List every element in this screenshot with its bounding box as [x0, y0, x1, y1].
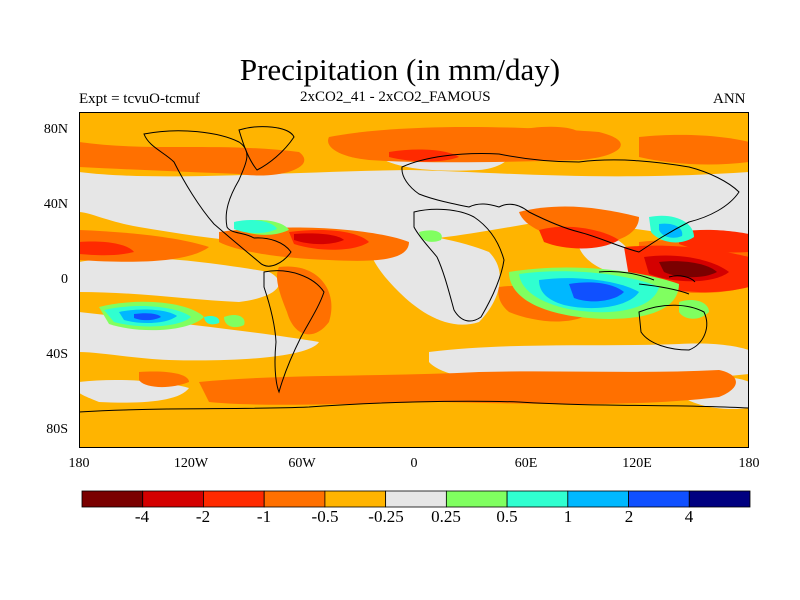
lat-tick-label: 40S	[46, 347, 68, 362]
colorbar-swatch	[81, 490, 144, 508]
colorbar-label: -2	[195, 507, 211, 526]
australia-coastline	[638, 304, 708, 351]
antarctica-coastline	[79, 400, 749, 413]
colorbar-label: 2	[624, 507, 634, 526]
colorbar-swatch	[203, 490, 265, 508]
lon-tick-label: 180	[738, 456, 760, 471]
colorbar-swatch	[688, 490, 751, 508]
experiment-label: Expt = tcvuO-tcmuf	[79, 91, 200, 107]
colorbar-label: 4	[684, 507, 694, 526]
map-border	[79, 112, 749, 448]
colorbar-label: 0.5	[496, 507, 518, 526]
eurasia-coastline	[401, 153, 740, 253]
coastlines	[79, 126, 749, 413]
colorbar-label: 0.25	[431, 507, 461, 526]
africa-coastline	[413, 208, 505, 322]
colorbar-swatch	[142, 490, 204, 508]
colorbar-label: -0.5	[311, 507, 339, 526]
colorbar-swatch	[263, 490, 326, 508]
lon-tick-label: 120W	[173, 456, 209, 471]
south-america-coastline	[263, 270, 325, 394]
precipitation-map	[79, 112, 749, 448]
colorbar-label: -1	[256, 507, 272, 526]
colorbar-swatch	[385, 490, 447, 508]
colorbar-label: -4	[134, 507, 150, 526]
colorbar-swatch	[324, 490, 387, 508]
colorbar	[81, 490, 751, 508]
north-america-coastline	[143, 130, 292, 267]
lat-tick-label: 0	[61, 272, 68, 287]
maritime-continent-coastline	[598, 271, 696, 295]
colorbar-label: 1	[563, 507, 573, 526]
lat-tick-label: 40N	[43, 197, 68, 212]
lat-tick-label: 80N	[43, 122, 68, 137]
lon-tick-label: 0	[410, 456, 418, 471]
colorbar-swatch	[628, 490, 690, 508]
blue-anomaly-regions	[134, 282, 624, 321]
greenland-coastline	[238, 126, 295, 171]
lon-tick-label: 120E	[622, 456, 652, 471]
lon-tick-label: 60W	[288, 456, 316, 471]
map-canvas	[79, 112, 749, 448]
season-label: ANN	[713, 91, 746, 107]
map-title: Precipitation (in mm/day)	[239, 52, 561, 87]
lat-tick-label: 80S	[46, 422, 68, 437]
strongest-drying-region	[659, 261, 717, 278]
colorbar-swatch	[506, 490, 569, 508]
colorbar-label: -0.25	[368, 507, 404, 526]
map-subtitle: 2xCO2_41 - 2xCO2_FAMOUS	[300, 89, 491, 105]
colorbar-swatch	[445, 490, 508, 508]
colorbar-swatch	[567, 490, 629, 508]
lon-tick-label: 180	[68, 456, 90, 471]
lon-tick-label: 60E	[514, 456, 538, 471]
